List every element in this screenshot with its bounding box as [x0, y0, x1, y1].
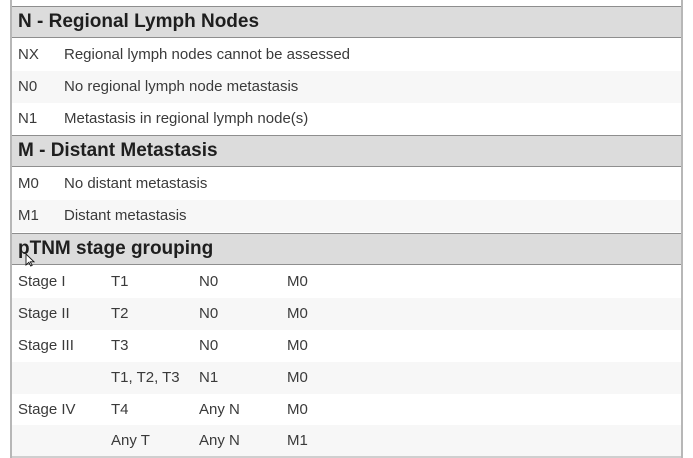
- n-value: N0: [199, 273, 219, 290]
- table-row: N1 Metastasis in regional lymph node(s): [12, 103, 681, 135]
- row-code: NX: [18, 46, 39, 63]
- table-row: NX Regional lymph nodes cannot be assess…: [12, 39, 681, 71]
- m-value: M0: [287, 273, 308, 290]
- section-header-ptnm: pTNM stage grouping: [12, 233, 681, 265]
- n-value: Any N: [199, 401, 240, 418]
- n-value: Any N: [199, 432, 240, 449]
- table-row: Stage II T2 N0 M0: [12, 298, 681, 330]
- m-value: M0: [287, 369, 308, 386]
- t-value: Any T: [111, 432, 150, 449]
- m-value: M0: [287, 337, 308, 354]
- m-value: M0: [287, 305, 308, 322]
- table-row: T1, T2, T3 N1 M0: [12, 362, 681, 394]
- t-value: T1, T2, T3: [111, 369, 180, 386]
- table-row: Stage IV T4 Any N M0: [12, 394, 681, 426]
- bottom-border: [12, 456, 681, 458]
- table-row: Stage III T3 N0 M0: [12, 330, 681, 362]
- staging-table: N - Regional Lymph Nodes NX Regional lym…: [10, 0, 683, 458]
- row-description: Distant metastasis: [64, 207, 187, 224]
- table-row: M1 Distant metastasis: [12, 200, 681, 232]
- table-row: N0 No regional lymph node metastasis: [12, 71, 681, 103]
- row-code: N1: [18, 110, 38, 127]
- mouse-cursor-icon: [25, 253, 35, 267]
- n-value: N0: [199, 305, 219, 322]
- m-value: M1: [287, 432, 308, 449]
- t-value: T4: [111, 401, 129, 418]
- row-description: No regional lymph node metastasis: [64, 78, 299, 95]
- section-header-m: M - Distant Metastasis: [12, 135, 681, 167]
- row-code: N0: [18, 78, 38, 95]
- n-value: N0: [199, 337, 219, 354]
- row-description: Regional lymph nodes cannot be assessed: [64, 46, 351, 63]
- stage-label: Stage IV: [18, 401, 76, 418]
- stage-label: Stage II: [18, 305, 70, 322]
- section-header-n: N - Regional Lymph Nodes: [12, 6, 681, 38]
- table-row: Stage I T1 N0 M0: [12, 266, 681, 298]
- row-description: No distant metastasis: [64, 175, 208, 192]
- row-code: M1: [18, 207, 39, 224]
- stage-label: Stage III: [18, 337, 74, 354]
- m-value: M0: [287, 401, 308, 418]
- row-code: M0: [18, 175, 39, 192]
- n-value: N1: [199, 369, 219, 386]
- t-value: T2: [111, 305, 129, 322]
- table-row: Any T Any N M1: [12, 425, 681, 457]
- row-description: Metastasis in regional lymph node(s): [64, 110, 309, 127]
- t-value: T3: [111, 337, 129, 354]
- table-row: M0 No distant metastasis: [12, 168, 681, 200]
- stage-label: Stage I: [18, 273, 66, 290]
- t-value: T1: [111, 273, 129, 290]
